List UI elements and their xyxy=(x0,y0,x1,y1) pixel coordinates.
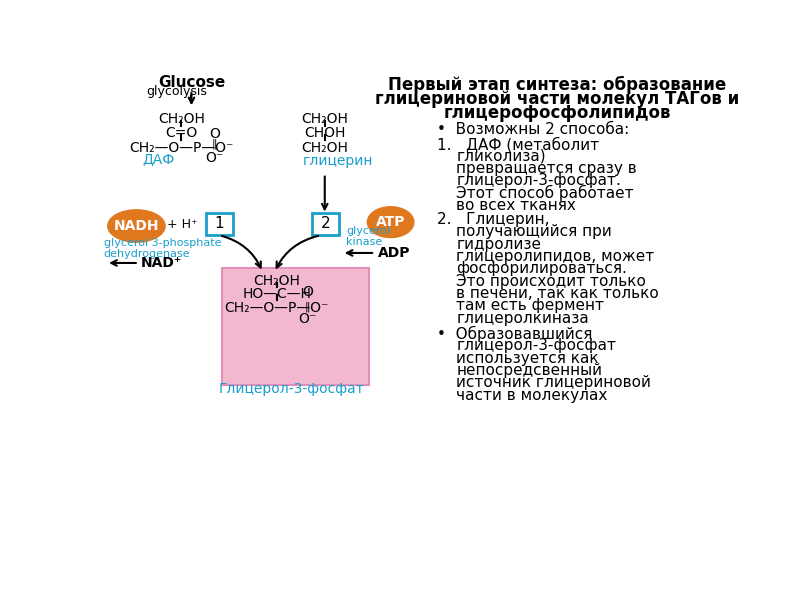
FancyBboxPatch shape xyxy=(222,268,369,385)
Text: CHOH: CHOH xyxy=(304,126,346,140)
Text: глицерин: глицерин xyxy=(303,154,374,169)
Text: HO—C—H: HO—C—H xyxy=(242,287,311,301)
Text: глицерол-3-фосфат.: глицерол-3-фосфат. xyxy=(457,173,622,188)
Text: CH₂—O—P—O⁻: CH₂—O—P—O⁻ xyxy=(225,301,329,314)
Ellipse shape xyxy=(108,210,165,242)
Text: глицериновой части молекул ТАГов и: глицериновой части молекул ТАГов и xyxy=(375,90,739,108)
Text: гидролизе: гидролизе xyxy=(457,237,542,252)
Text: glycolysis: glycolysis xyxy=(146,85,207,98)
Text: kinase: kinase xyxy=(346,237,382,247)
Text: гликолиза): гликолиза) xyxy=(457,148,546,163)
Text: •  Образовавшийся: • Образовавшийся xyxy=(437,326,593,342)
Text: Глицерол-3-фосфат: Глицерол-3-фосфат xyxy=(218,382,364,395)
Text: C=O: C=O xyxy=(166,126,198,140)
Text: Этот способ работает: Этот способ работает xyxy=(457,185,634,202)
Text: CH₂—O—P—O⁻: CH₂—O—P—O⁻ xyxy=(129,140,234,155)
Text: Первый этап синтеза: образование: Первый этап синтеза: образование xyxy=(388,76,726,94)
Text: 2: 2 xyxy=(321,216,330,231)
Text: CH₂OH: CH₂OH xyxy=(302,140,348,155)
Text: + H⁺: + H⁺ xyxy=(166,218,198,231)
Text: непосредсвенный: непосредсвенный xyxy=(457,363,602,378)
Text: NADH: NADH xyxy=(114,219,159,233)
Text: там есть фермент: там есть фермент xyxy=(457,298,605,313)
Text: O: O xyxy=(302,285,313,299)
Text: 2.   Глицерин,: 2. Глицерин, xyxy=(437,212,550,227)
Text: dehydrogenase: dehydrogenase xyxy=(104,249,190,259)
Text: O⁻: O⁻ xyxy=(206,151,224,164)
Text: ‖: ‖ xyxy=(305,301,310,312)
Text: Это происходит только: Это происходит только xyxy=(457,274,646,289)
Text: части в молекулах: части в молекулах xyxy=(457,388,608,403)
Text: глицеролипидов, может: глицеролипидов, может xyxy=(457,249,654,264)
Text: используется как: используется как xyxy=(457,351,599,366)
Text: получающийся при: получающийся при xyxy=(457,224,612,239)
FancyBboxPatch shape xyxy=(206,212,233,235)
Text: CH₂OH: CH₂OH xyxy=(302,112,348,126)
Text: ATP: ATP xyxy=(376,215,406,229)
Text: глицерофосфолипидов: глицерофосфолипидов xyxy=(443,104,671,122)
Text: O: O xyxy=(210,127,220,140)
Text: фосфорилироваться.: фосфорилироваться. xyxy=(457,262,627,277)
Ellipse shape xyxy=(367,207,414,238)
FancyBboxPatch shape xyxy=(312,212,339,235)
Text: 1: 1 xyxy=(214,216,224,231)
Text: CH₂OH: CH₂OH xyxy=(158,112,205,126)
Text: глицерол-3-фосфат: глицерол-3-фосфат xyxy=(457,338,617,353)
Text: glycerol 3-phosphate: glycerol 3-phosphate xyxy=(104,238,222,248)
Text: glycerol: glycerol xyxy=(346,226,390,236)
Text: глицеролкиназа: глицеролкиназа xyxy=(457,311,590,326)
Text: CH₂OH: CH₂OH xyxy=(254,274,300,288)
Text: ДАФ: ДАФ xyxy=(142,152,175,166)
Text: Glucose: Glucose xyxy=(158,75,225,90)
Text: O⁻: O⁻ xyxy=(298,312,317,326)
Text: ADP: ADP xyxy=(378,246,410,260)
Text: 1.   ДАФ (метаболит: 1. ДАФ (метаболит xyxy=(437,136,599,152)
Text: превращается сразу в: превращается сразу в xyxy=(457,161,638,176)
Text: источник глицериновой: источник глицериновой xyxy=(457,376,651,391)
Text: во всех тканях: во всех тканях xyxy=(457,197,576,212)
Text: в печени, так как только: в печени, так как только xyxy=(457,286,659,301)
Text: NAD⁺: NAD⁺ xyxy=(140,256,182,270)
Text: ‖: ‖ xyxy=(212,139,218,149)
Text: •  Возможны 2 способа:: • Возможны 2 способа: xyxy=(437,122,630,137)
